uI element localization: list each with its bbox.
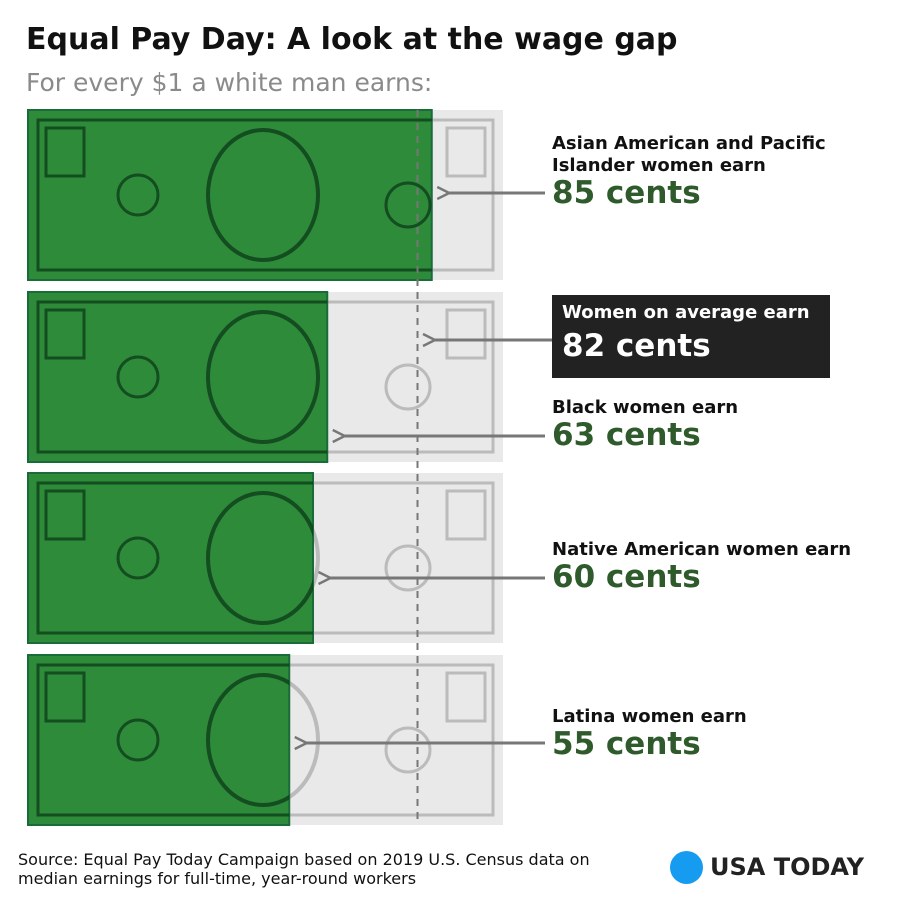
- bill-corner: [445, 489, 487, 541]
- bill-portrait: [206, 128, 320, 262]
- bill-ink: [36, 481, 313, 635]
- bill-corner: [445, 126, 487, 178]
- bill-seal: [384, 363, 432, 411]
- bill-seal: [116, 718, 160, 762]
- value-label: 55 cents: [552, 726, 701, 762]
- bill-seal: [384, 726, 432, 774]
- bar: [27, 109, 433, 281]
- bill-corner: [44, 671, 86, 723]
- reference-value-label: 82 cents: [562, 328, 711, 364]
- bill-corner: [445, 308, 487, 360]
- value-label: 85 cents: [552, 175, 701, 211]
- bill-seal: [116, 173, 160, 217]
- value-label: 60 cents: [552, 559, 701, 595]
- bill-seal: [116, 536, 160, 580]
- reference-label: Women on average earn: [562, 302, 810, 323]
- bill-seal: [116, 355, 160, 399]
- bill-ink: [36, 663, 290, 817]
- bill-seal: [384, 544, 432, 592]
- bill-ink: [36, 118, 432, 272]
- bill-border: [36, 663, 290, 817]
- bill-corner: [44, 126, 86, 178]
- chart-subtitle: For every $1 a white man earns:: [26, 68, 433, 97]
- bill-border: [36, 481, 313, 635]
- brand-name: USA TODAY: [710, 853, 865, 881]
- bill-seal: [384, 181, 432, 229]
- bill-corner: [44, 308, 86, 360]
- bill-portrait: [206, 310, 320, 444]
- bill-ink: [36, 300, 328, 454]
- bill-portrait: [206, 673, 290, 807]
- bill-portrait: [206, 491, 313, 625]
- brand-logo: [670, 851, 703, 884]
- category-label: Native American women earn: [552, 539, 852, 560]
- category-label: Black women earn: [552, 397, 739, 418]
- value-label: 63 cents: [552, 417, 701, 453]
- bill-corner: [44, 489, 86, 541]
- reference-box: [552, 295, 830, 378]
- bar: [27, 472, 314, 644]
- category-label: Latina women earn: [552, 706, 747, 727]
- category-label: Asian American and Pacific Islander wome…: [552, 133, 826, 176]
- bill-corner: [445, 671, 487, 723]
- bar: [27, 291, 329, 463]
- bill-border: [36, 300, 328, 454]
- bill-border: [36, 118, 432, 272]
- source-note: Source: Equal Pay Today Campaign based o…: [18, 850, 590, 888]
- chart-title: Equal Pay Day: A look at the wage gap: [26, 22, 678, 57]
